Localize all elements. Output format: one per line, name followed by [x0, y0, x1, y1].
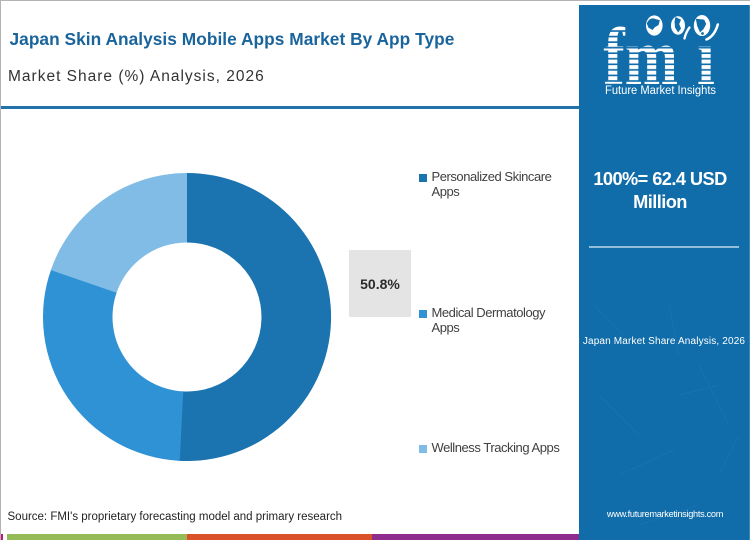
svg-text:fm: fm — [603, 10, 678, 101]
svg-text:Future Market Insights: Future Market Insights — [605, 85, 716, 97]
